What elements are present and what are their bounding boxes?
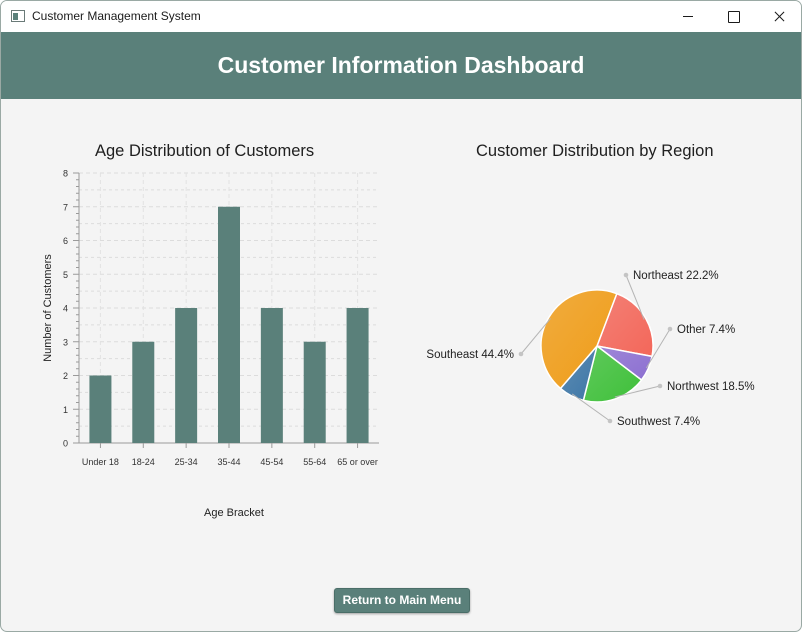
pie-leader-line [625,274,645,320]
pie-leader-line [645,328,671,369]
pie-leader-line [571,393,611,422]
x-tick-label: 65 or over [337,457,378,467]
pie-label-southwest: Southwest 7.4% [617,416,700,428]
age-distribution-bar-chart: 0 1 2 3 4 5 6 7 8 Number of Customers Under 18 18-2… [42,169,379,519]
pie-leader-dot [657,383,663,389]
minimize-button[interactable] [665,1,711,32]
y-tick-label: 6 [63,236,68,246]
pie-label-southeast: Southeast 44.4% [426,349,514,361]
x-axis-title: Age Bracket [204,507,264,519]
bar-55-64 [303,341,326,443]
y-tick-label: 8 [63,169,68,179]
bar-65-or-over [346,308,369,443]
return-to-main-menu-button[interactable]: Return to Main Menu [334,588,470,613]
x-tick-label: 18-24 [132,457,155,467]
pie-leader-dot [518,351,524,357]
x-tick-label: 25-34 [175,457,198,467]
y-tick-label: 7 [63,202,68,212]
x-tick-label: 45-54 [260,457,283,467]
bar-under-18 [89,375,112,443]
pie-label-northeast: Northeast 22.2% [633,270,719,282]
maximize-button[interactable] [711,1,757,32]
title-bar[interactable]: Customer Management System [1,1,801,32]
y-tick-label: 4 [63,304,68,314]
bar-chart-title: Age Distribution of Customers [95,142,315,160]
window-title: Customer Management System [32,9,201,23]
dashboard-header: Customer Information Dashboard [1,32,801,99]
app-icon [11,10,25,22]
y-axis-title: Number of Customers [42,254,54,362]
pie-slice-northwest [582,344,643,403]
bar-25-34 [175,308,198,443]
y-tick-label: 2 [63,371,68,381]
pie-leader-dot [607,418,613,424]
bar-45-54 [260,308,283,443]
bar-18-24 [132,341,155,443]
y-tick-label: 0 [63,439,68,449]
pie-leader-line [614,385,661,398]
bar-35-44 [218,206,240,443]
x-tick-label: 55-64 [303,457,326,467]
pie-chart-title: Customer Distribution by Region [476,142,714,160]
pie-slice-southeast [540,289,618,390]
pie-leader-dot [667,326,673,332]
y-tick-label: 3 [63,337,68,347]
pie-leader-dot [623,272,629,278]
x-tick-label: Under 18 [82,457,119,467]
pie-leader-line [520,318,551,355]
y-tick-label: 1 [63,405,68,415]
page-title: Customer Information Dashboard [217,52,585,78]
x-tick-label: 35-44 [217,457,240,467]
pie-label-other: Other 7.4% [677,324,735,336]
pie-label-northwest: Northwest 18.5% [667,381,755,393]
y-tick-label: 5 [63,270,68,280]
region-distribution-pie-chart: Northeast 22.2% Other 7.4% Northwest 18.5%… [426,270,755,428]
